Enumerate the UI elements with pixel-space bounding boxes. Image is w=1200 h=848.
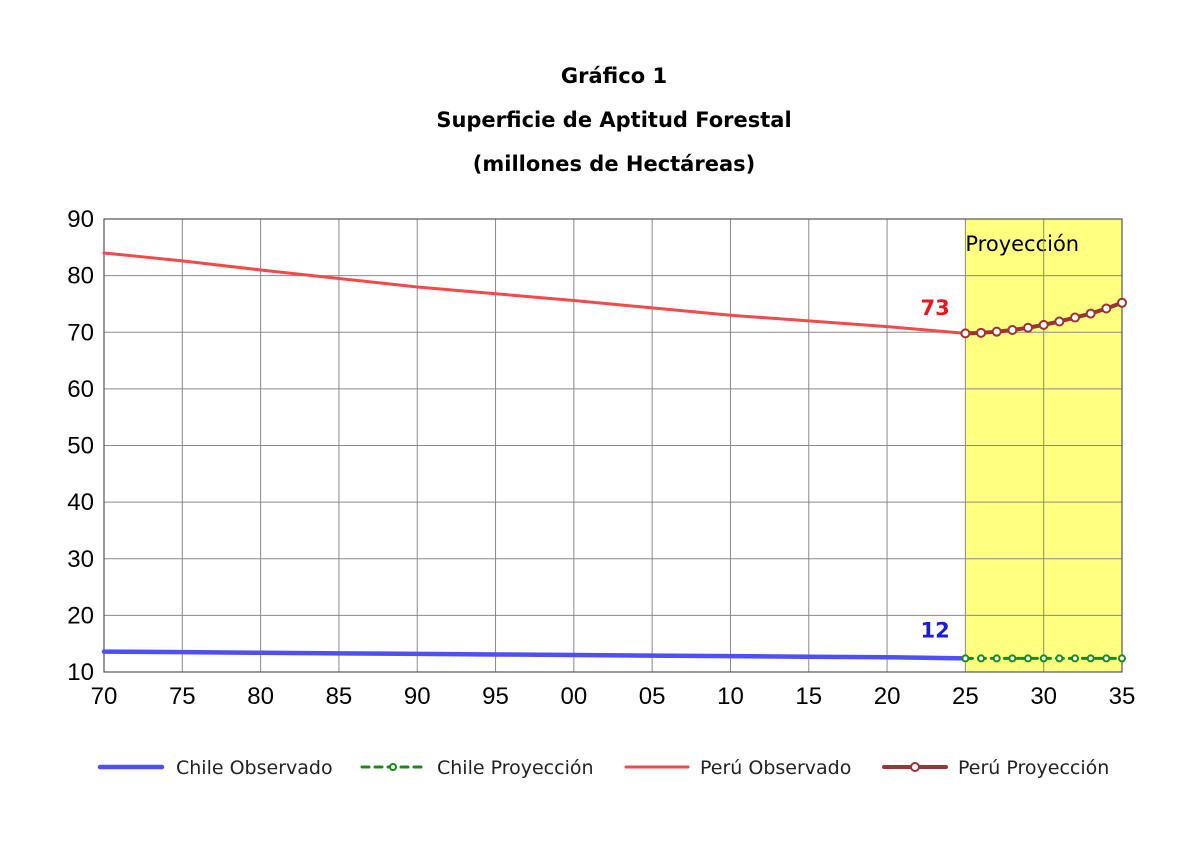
legend-label: Perú Observado [700, 757, 851, 779]
x-tick-label: 90 [404, 683, 431, 710]
series-point-3 [1007, 324, 1018, 335]
series-line-0 [101, 649, 968, 661]
series-point-1 [1008, 654, 1017, 663]
series-point-1 [1102, 654, 1111, 663]
chart-title-line-2: Superficie de Aptitud Forestal [436, 108, 792, 132]
series-point-3 [1117, 297, 1127, 308]
y-tick-label: 20 [67, 602, 94, 629]
legend-swatch-marker [910, 762, 920, 772]
series-point-3 [1101, 303, 1112, 314]
series-point-1 [1039, 654, 1048, 663]
series-point-3 [1085, 308, 1096, 319]
projection-region-label: Proyección [965, 232, 1079, 256]
series-point-3 [991, 326, 1002, 337]
chart-title-line-1: Gráfico 1 [560, 64, 668, 88]
x-tick-label: 35 [1109, 683, 1136, 710]
series-line-2 [102, 251, 967, 335]
series-point-3 [1054, 316, 1065, 327]
chart-title-block: Gráfico 1 Superficie de Aptitud Forestal… [0, 54, 1200, 186]
x-tick-label: 10 [717, 683, 744, 710]
series-point-1 [961, 654, 970, 663]
y-tick-label: 40 [67, 489, 94, 516]
x-tick-label: 00 [560, 683, 587, 710]
series-point-1 [1086, 654, 1095, 663]
y-tick-label: 50 [67, 433, 94, 460]
series-point-1 [977, 654, 986, 663]
x-tick-label: 30 [1030, 683, 1057, 710]
end-value-label: 12 [920, 619, 949, 643]
x-tick-label: 85 [326, 683, 353, 710]
y-tick-label: 80 [67, 263, 94, 290]
series-point-1 [1071, 654, 1080, 663]
y-tick-label: 60 [67, 376, 94, 403]
x-tick-label: 95 [482, 683, 509, 710]
series-point-1 [992, 654, 1001, 663]
x-tick-label: 80 [247, 683, 274, 710]
y-tick-label: 30 [67, 546, 94, 573]
series-point-3 [1023, 322, 1034, 333]
x-tick-label: 05 [639, 683, 666, 710]
series-point-3 [976, 327, 987, 338]
chart-title-line-3: (millones de Hectáreas) [472, 152, 756, 176]
x-tick-label: 70 [91, 683, 118, 710]
series-point-3 [1038, 319, 1049, 330]
legend-label: Chile Proyección [437, 757, 594, 779]
x-tick-label: 25 [952, 683, 979, 710]
legend-label: Chile Observado [176, 757, 333, 779]
end-value-label: 73 [920, 296, 949, 320]
series-point-1 [1024, 654, 1033, 663]
legend-label: Perú Proyección [958, 757, 1109, 779]
legend-swatch-marker [389, 763, 397, 771]
series-point-1 [1055, 654, 1064, 663]
series-point-1 [1118, 654, 1126, 663]
plot-frame [103, 218, 1123, 673]
series-point-3 [1070, 312, 1081, 323]
x-tick-label: 15 [795, 683, 822, 710]
y-tick-label: 10 [67, 659, 94, 686]
y-tick-label: 70 [67, 319, 94, 346]
y-tick-label: 90 [67, 206, 94, 233]
series-point-3 [960, 328, 971, 339]
x-tick-label: 75 [169, 683, 196, 710]
x-tick-label: 20 [874, 683, 901, 710]
